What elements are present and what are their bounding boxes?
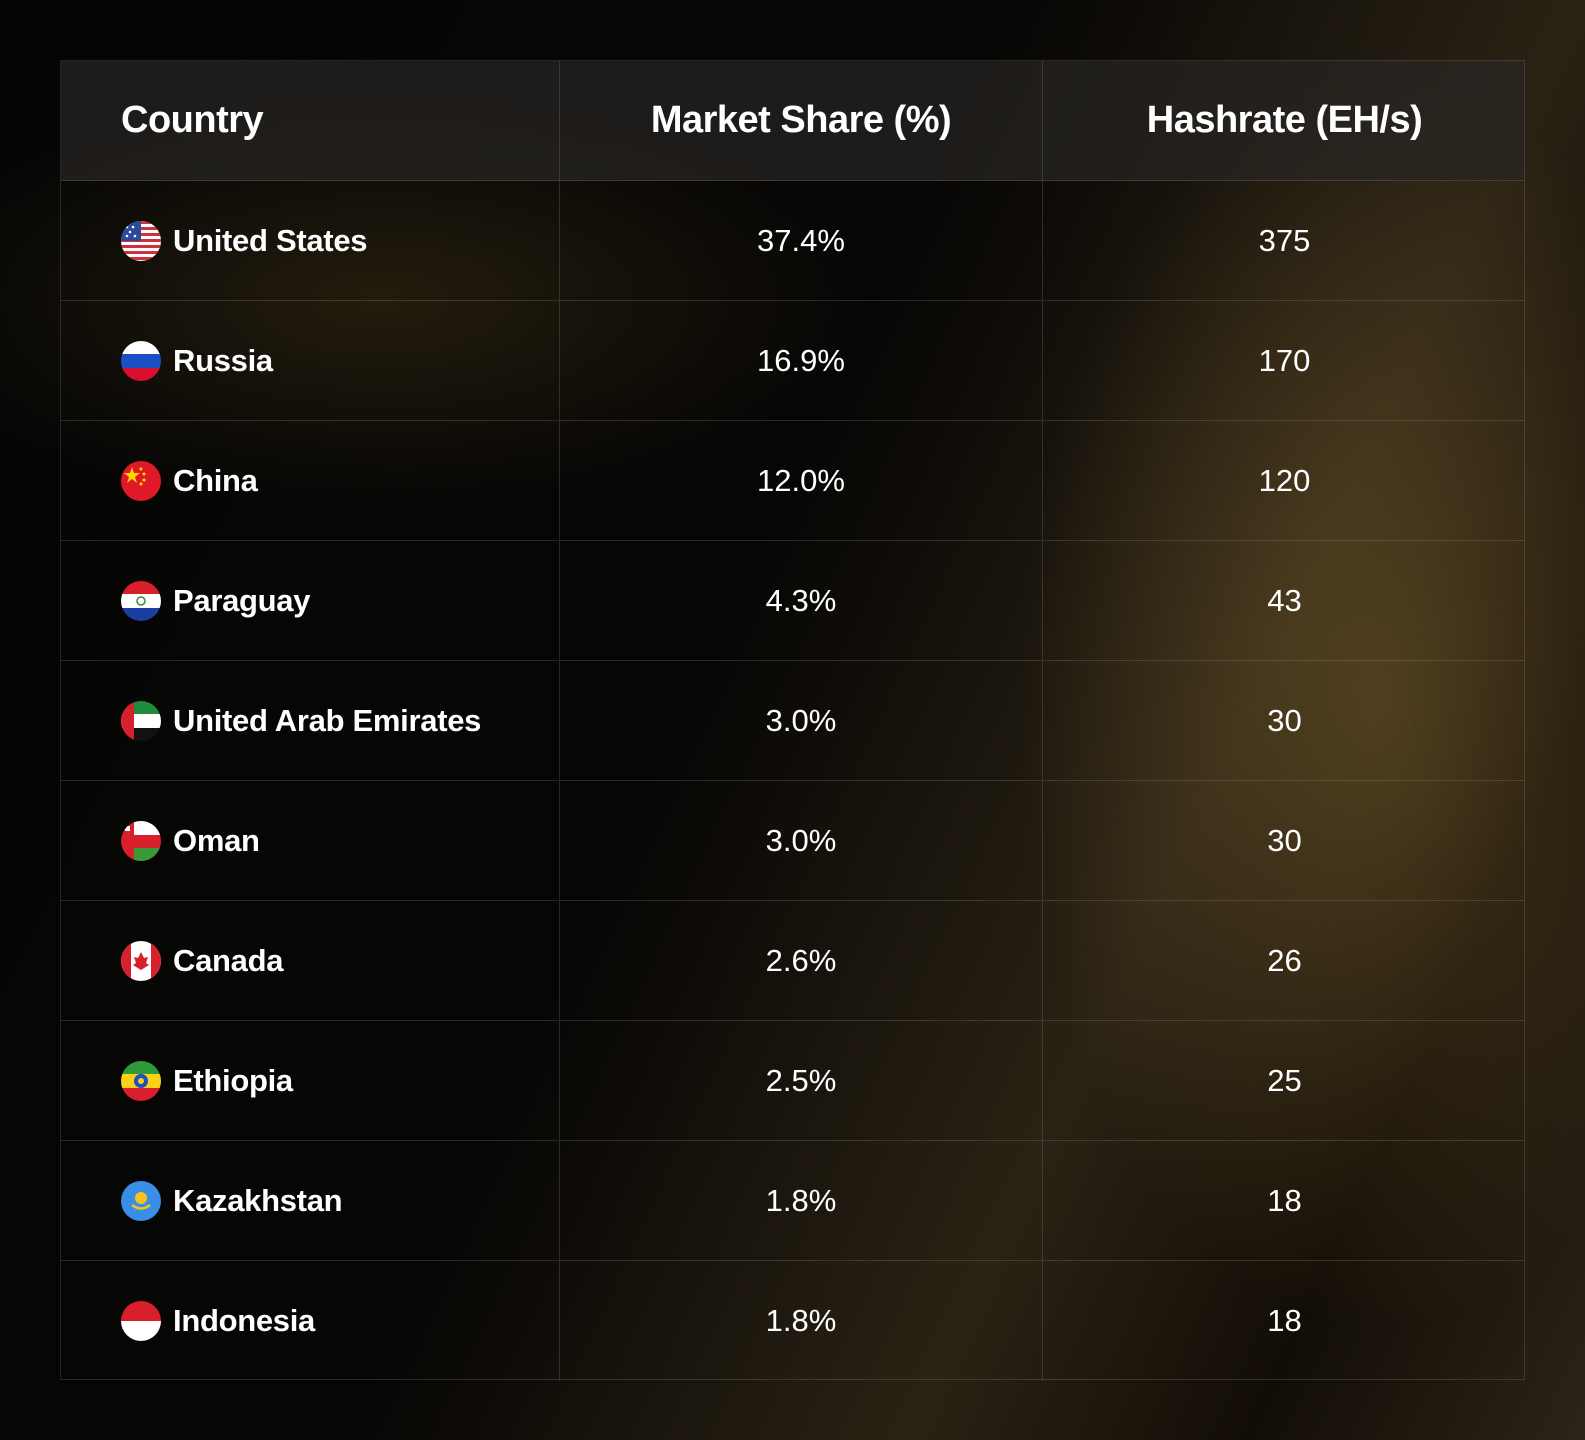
table-cell: United States <box>61 181 560 300</box>
column-header: Market Share (%) <box>650 99 952 141</box>
cell-value: 375 <box>1258 222 1311 258</box>
country-name: Canada <box>173 942 284 978</box>
table-cell: 4.3% <box>560 541 1043 660</box>
table-cell: Paraguay <box>61 541 560 660</box>
country-name: Paraguay <box>173 582 311 618</box>
flag-icon <box>121 220 161 261</box>
flag-icon <box>121 1060 161 1101</box>
flag-icon <box>121 460 161 501</box>
table-row: Oman 3.0% 30 <box>61 781 1524 901</box>
cell-value: 2.5% <box>765 1062 837 1098</box>
table-cell: 1.8% <box>560 1261 1043 1381</box>
country-name: United Arab Emirates <box>173 702 482 738</box>
cell-value: 26 <box>1267 942 1302 978</box>
cell-value: 18 <box>1267 1182 1302 1218</box>
country-name: Oman <box>173 822 260 858</box>
column-header: Hashrate (EH/s) <box>1146 99 1423 141</box>
country-name: China <box>173 462 258 498</box>
cell-value: 2.6% <box>765 942 837 978</box>
cell-value: 3.0% <box>765 822 837 858</box>
header-cell: Country <box>61 61 560 180</box>
table-cell: 30 <box>1043 781 1526 900</box>
country-name: Ethiopia <box>173 1062 293 1098</box>
header-row: Country Market Share (%) Hashrate (EH/s) <box>61 61 1524 181</box>
cell-value: 43 <box>1267 582 1302 618</box>
flag-icon <box>121 1301 161 1341</box>
table-cell: Indonesia <box>61 1261 560 1381</box>
table-cell: Canada <box>61 901 560 1020</box>
cell-value: 12.0% <box>757 462 845 498</box>
cell-value: 3.0% <box>765 702 837 738</box>
cell-value: 37.4% <box>757 222 845 258</box>
flag-icon <box>121 340 161 381</box>
flag-icon <box>121 700 161 741</box>
header-cell: Hashrate (EH/s) <box>1043 61 1526 180</box>
table-cell: 1.8% <box>560 1141 1043 1260</box>
table-cell: 170 <box>1043 301 1526 420</box>
cell-value: 4.3% <box>765 582 837 618</box>
table-cell: China <box>61 421 560 540</box>
table-row: Indonesia 1.8% 18 <box>61 1261 1524 1381</box>
flag-icon <box>121 1180 161 1221</box>
cell-value: 18 <box>1267 1303 1302 1338</box>
table-cell: Kazakhstan <box>61 1141 560 1260</box>
table-cell: 12.0% <box>560 421 1043 540</box>
table-cell: 3.0% <box>560 661 1043 780</box>
cell-value: 16.9% <box>757 342 845 378</box>
table-cell: United Arab Emirates <box>61 661 560 780</box>
cell-value: 25 <box>1267 1062 1302 1098</box>
table-cell: 43 <box>1043 541 1526 660</box>
cell-value: 30 <box>1267 822 1302 858</box>
table-row: United Arab Emirates 3.0% 30 <box>61 661 1524 781</box>
table-cell: Ethiopia <box>61 1021 560 1140</box>
table-row: Paraguay 4.3% 43 <box>61 541 1524 661</box>
table-row: Canada 2.6% 26 <box>61 901 1524 1021</box>
table-cell: 375 <box>1043 181 1526 300</box>
cell-value: 120 <box>1258 462 1311 498</box>
table-cell: 2.6% <box>560 901 1043 1020</box>
flag-icon <box>121 580 161 621</box>
table-row: United States 37.4% 375 <box>61 181 1524 301</box>
flag-icon <box>121 820 161 861</box>
table-cell: 120 <box>1043 421 1526 540</box>
table-cell: 30 <box>1043 661 1526 780</box>
table-cell: 18 <box>1043 1261 1526 1381</box>
cell-value: 1.8% <box>765 1182 837 1218</box>
country-name: Russia <box>173 342 273 378</box>
table: Country Market Share (%) Hashrate (EH/s) Un… <box>60 60 1525 1381</box>
table-cell: Russia <box>61 301 560 420</box>
country-name: Indonesia <box>173 1303 315 1338</box>
table-cell: 18 <box>1043 1141 1526 1260</box>
cell-value: 1.8% <box>765 1303 837 1338</box>
table-row: Russia 16.9% 170 <box>61 301 1524 421</box>
flag-icon <box>121 940 161 981</box>
table-cell: 3.0% <box>560 781 1043 900</box>
column-header: Country <box>121 99 264 141</box>
country-name: Kazakhstan <box>173 1182 343 1218</box>
country-name: United States <box>173 222 368 258</box>
table-cell: Oman <box>61 781 560 900</box>
table-row: Ethiopia 2.5% 25 <box>61 1021 1524 1141</box>
cell-value: 170 <box>1258 342 1311 378</box>
table-cell: 25 <box>1043 1021 1526 1140</box>
table-cell: 16.9% <box>560 301 1043 420</box>
table-cell: 37.4% <box>560 181 1043 300</box>
table-cell: 26 <box>1043 901 1526 1020</box>
table-row: Kazakhstan 1.8% 18 <box>61 1141 1524 1261</box>
header-cell: Market Share (%) <box>560 61 1043 180</box>
table-row: China 12.0% 120 <box>61 421 1524 541</box>
cell-value: 30 <box>1267 702 1302 738</box>
table-cell: 2.5% <box>560 1021 1043 1140</box>
